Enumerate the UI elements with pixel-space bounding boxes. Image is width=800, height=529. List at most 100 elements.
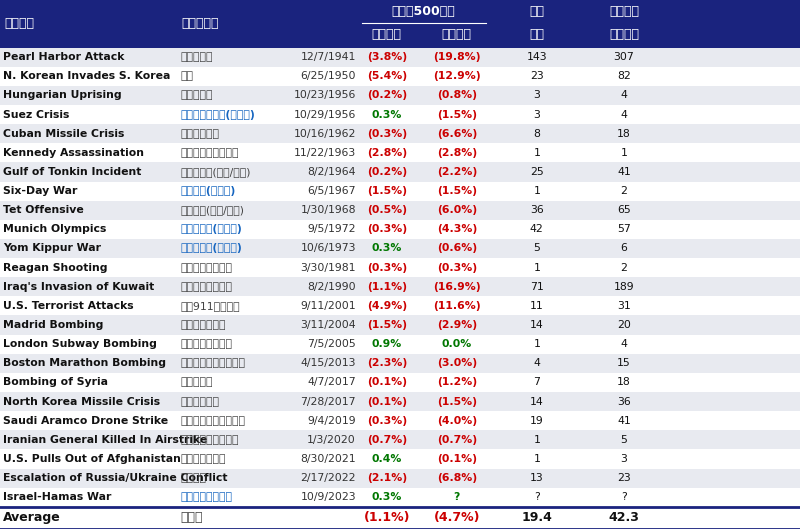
Text: 5: 5 [534,243,540,253]
Text: (4.0%): (4.0%) [437,416,477,426]
Text: 4: 4 [621,339,627,349]
Text: ?: ? [534,492,540,502]
Text: 天數: 天數 [530,28,544,41]
Text: 10/6/1973: 10/6/1973 [301,243,356,253]
Text: 5: 5 [621,435,627,445]
Bar [0,296,800,315]
Text: 史坦普500指數: 史坦普500指數 [392,5,455,19]
Text: 15: 15 [617,358,631,368]
Text: Iranian General Killed In Airstrike: Iranian General Killed In Airstrike [3,435,207,445]
Text: 57: 57 [617,224,631,234]
Text: (0.1%): (0.1%) [366,377,407,387]
Text: 42.3: 42.3 [609,512,639,524]
Text: 2/17/2022: 2/17/2022 [301,473,356,483]
Text: 71: 71 [530,282,544,292]
Bar [0,373,800,392]
Text: 12/7/1941: 12/7/1941 [301,52,356,62]
Text: 41: 41 [617,416,631,426]
Text: 伊拉克入侵科威特: 伊拉克入侵科威特 [180,282,232,292]
Text: 189: 189 [614,282,634,292]
Text: 北韓飛彈危機: 北韓飛彈危機 [180,397,219,407]
Text: U.S. Pulls Out of Afghanistan: U.S. Pulls Out of Afghanistan [3,454,181,464]
Text: 6/25/1950: 6/25/1950 [301,71,356,81]
Text: Munich Olympics: Munich Olympics [3,224,106,234]
Bar [0,277,800,296]
Text: 4/7/2017: 4/7/2017 [307,377,356,387]
Text: (0.3%): (0.3%) [366,416,407,426]
Text: 伊朗巴格達機場空襲: 伊朗巴格達機場空襲 [180,435,238,445]
Text: 4: 4 [621,90,627,101]
Bar [0,220,800,239]
Text: Saudi Aramco Drone Strike: Saudi Aramco Drone Strike [3,416,168,426]
Text: 7/28/2017: 7/28/2017 [301,397,356,407]
Bar [0,334,800,354]
Text: ?: ? [621,492,627,502]
Text: Israel-Hamas War: Israel-Hamas War [3,492,111,502]
Bar [0,449,800,469]
Text: 13: 13 [530,473,544,483]
Bar [0,354,800,373]
Text: Kennedy Assassination: Kennedy Assassination [3,148,144,158]
Text: 8/2/1990: 8/2/1990 [307,282,356,292]
Bar [0,430,800,450]
Text: 蘇伊世運河危機(以色列): 蘇伊世運河危機(以色列) [180,110,254,120]
Text: 8/30/2021: 8/30/2021 [300,454,356,464]
Bar [0,86,800,105]
Text: 23: 23 [530,71,544,81]
Text: 11: 11 [530,301,544,311]
Text: (4.3%): (4.3%) [437,224,477,234]
Text: (2.1%): (2.1%) [366,473,407,483]
Text: 6: 6 [621,243,627,253]
Text: (1.2%): (1.2%) [437,377,477,387]
Text: 3: 3 [534,90,540,101]
Text: 1: 1 [534,148,540,158]
Text: 六日戰爭(以色列): 六日戰爭(以色列) [180,186,235,196]
Text: 4: 4 [621,110,627,120]
Text: 單日表現: 單日表現 [372,28,402,41]
Text: 23: 23 [617,473,631,483]
Text: 10/9/2023: 10/9/2023 [300,492,356,502]
Text: 2: 2 [621,186,627,196]
Text: 美國撤離阿富汗: 美國撤離阿富汗 [180,454,226,464]
Text: 143: 143 [526,52,547,62]
Text: (1.5%): (1.5%) [366,186,407,196]
Text: (5.4%): (5.4%) [366,71,407,81]
Text: 以色列哈瑪斯戰爭: 以色列哈瑪斯戰爭 [180,492,232,502]
Text: (0.5%): (0.5%) [366,205,407,215]
Text: 波士頓馬拉松炸彈攻擊: 波士頓馬拉松炸彈攻擊 [180,358,245,368]
Text: U.S. Terrorist Attacks: U.S. Terrorist Attacks [3,301,134,311]
Text: 6/5/1967: 6/5/1967 [307,186,356,196]
Text: Escalation of Russia/Ukraine Conflict: Escalation of Russia/Ukraine Conflict [3,473,228,483]
Text: 偷襲珍珠港: 偷襲珍珠港 [180,52,213,62]
Text: 春節攻勢(越南/美國): 春節攻勢(越南/美國) [180,205,244,215]
Text: 9/5/1972: 9/5/1972 [307,224,356,234]
Text: 市場衝突: 市場衝突 [4,17,34,30]
Text: (2.9%): (2.9%) [437,320,477,330]
Text: 9/11/2001: 9/11/2001 [300,301,356,311]
Text: 贖罪日戰爭(以色列): 贖罪日戰爭(以色列) [180,243,242,253]
Text: 慕尼黑慘案(以色列): 慕尼黑慘案(以色列) [180,224,242,234]
Text: 10/23/1956: 10/23/1956 [294,90,356,101]
Text: 11/22/1963: 11/22/1963 [294,148,356,158]
Text: 18: 18 [617,377,631,387]
Text: 事件發生日: 事件發生日 [182,17,219,30]
Text: Yom Kippur War: Yom Kippur War [3,243,101,253]
Bar [0,162,800,181]
Text: 敘利亞空襲: 敘利亞空襲 [180,377,213,387]
Text: 1: 1 [621,148,627,158]
Text: (0.3%): (0.3%) [366,262,407,272]
Text: 沙美石油遭無人機空襲: 沙美石油遭無人機空襲 [180,416,245,426]
Text: 18: 18 [617,129,631,139]
Bar [0,392,800,411]
Text: (1.1%): (1.1%) [366,282,407,292]
Text: 美國總統甘迺迪遇刺: 美國總統甘迺迪遇刺 [180,148,238,158]
Text: (6.8%): (6.8%) [437,473,477,483]
Text: (0.1%): (0.1%) [366,397,407,407]
Text: London Subway Bombing: London Subway Bombing [3,339,157,349]
Text: 20: 20 [617,320,631,330]
Text: 19.4: 19.4 [522,512,552,524]
Text: 1: 1 [534,454,540,464]
Text: (3.8%): (3.8%) [366,52,407,62]
Text: (2.3%): (2.3%) [366,358,407,368]
Text: 10/29/1956: 10/29/1956 [294,110,356,120]
